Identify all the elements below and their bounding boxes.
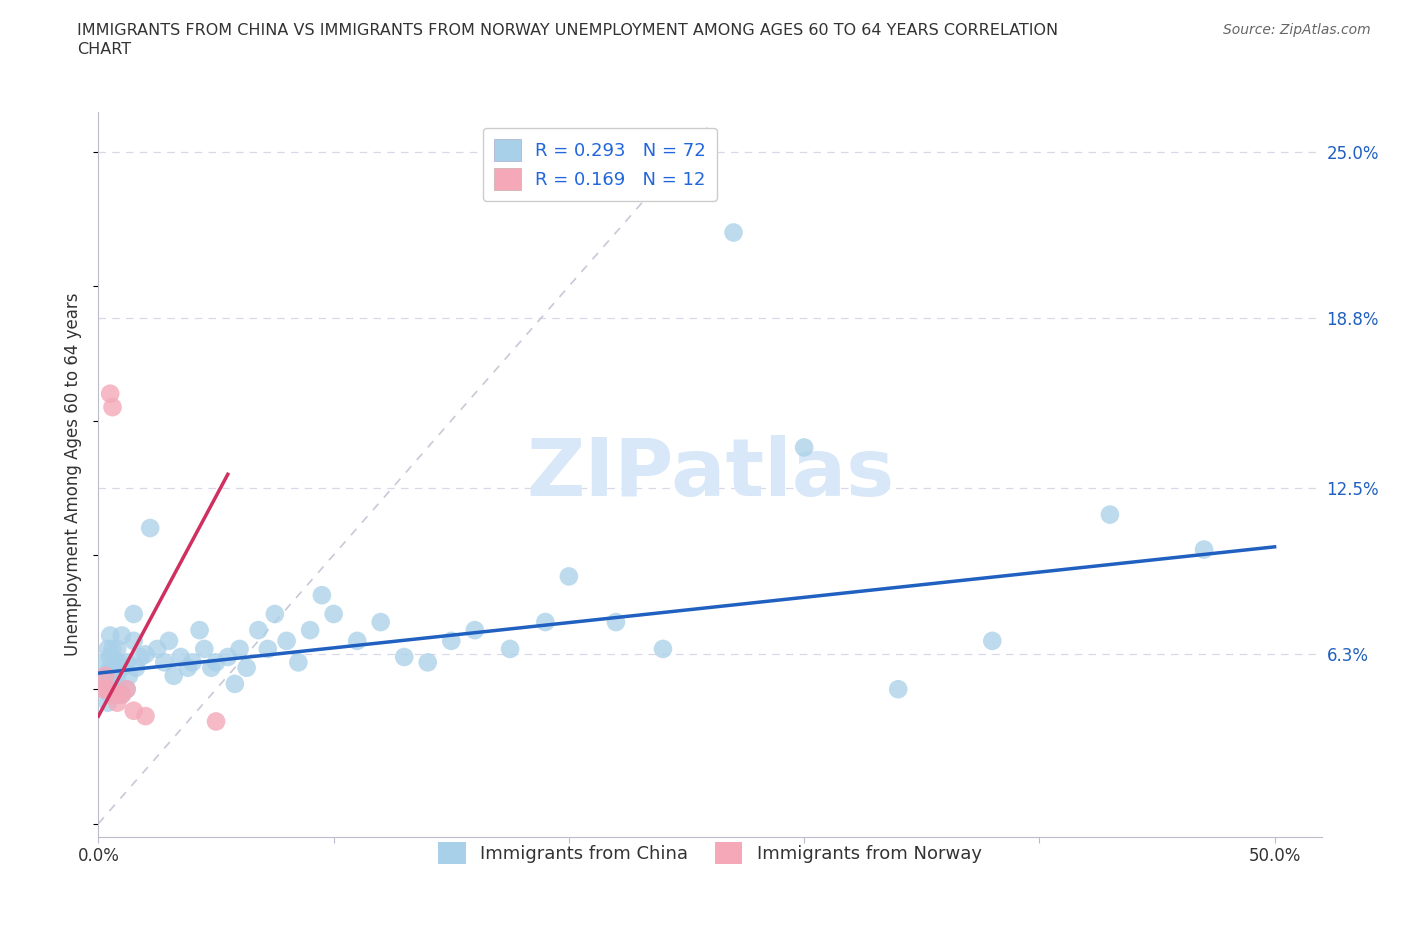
- Point: [139, 521, 162, 536]
- Point: [111, 660, 134, 675]
- Point: [200, 660, 222, 675]
- Point: [125, 660, 148, 675]
- Point: [205, 655, 228, 670]
- Point: [122, 633, 145, 648]
- Point: [94, 669, 117, 684]
- Point: [111, 687, 134, 702]
- Point: [134, 647, 156, 662]
- Point: [1098, 507, 1121, 522]
- Point: [105, 669, 128, 684]
- Point: [101, 400, 124, 415]
- Point: [108, 655, 131, 670]
- Point: [104, 687, 127, 702]
- Point: [129, 649, 152, 664]
- Point: [392, 649, 416, 664]
- Point: [287, 655, 309, 670]
- Point: [605, 615, 627, 630]
- Point: [370, 615, 392, 630]
- Point: [464, 623, 486, 638]
- Point: [101, 682, 124, 697]
- Point: [723, 225, 745, 240]
- Point: [558, 569, 581, 584]
- Point: [97, 682, 120, 697]
- Point: [108, 682, 131, 697]
- Point: [134, 709, 156, 724]
- Point: [104, 676, 127, 691]
- Point: [188, 623, 211, 638]
- Point: [981, 633, 1004, 648]
- Point: [91, 682, 114, 697]
- Point: [94, 655, 117, 670]
- Point: [111, 628, 134, 643]
- Point: [122, 703, 145, 718]
- Point: [115, 682, 138, 697]
- Point: [104, 655, 127, 670]
- Point: [224, 676, 246, 691]
- Point: [793, 440, 815, 455]
- Point: [416, 655, 439, 670]
- Point: [111, 687, 134, 702]
- Legend: Immigrants from China, Immigrants from Norway: Immigrants from China, Immigrants from N…: [432, 835, 988, 871]
- Y-axis label: Unemployment Among Ages 60 to 64 years: Unemployment Among Ages 60 to 64 years: [65, 293, 83, 656]
- Point: [205, 714, 228, 729]
- Point: [652, 642, 675, 657]
- Point: [97, 669, 120, 684]
- Point: [98, 386, 121, 401]
- Point: [193, 642, 215, 657]
- Point: [170, 649, 193, 664]
- Point: [94, 669, 117, 684]
- Point: [98, 628, 121, 643]
- Text: ZIPatlas: ZIPatlas: [526, 435, 894, 513]
- Point: [91, 682, 114, 697]
- Point: [118, 669, 141, 684]
- Point: [177, 660, 200, 675]
- Point: [105, 696, 128, 711]
- Point: [887, 682, 910, 697]
- Point: [499, 642, 522, 657]
- Point: [181, 655, 204, 670]
- Point: [101, 660, 124, 675]
- Point: [235, 660, 257, 675]
- Point: [534, 615, 557, 630]
- Point: [98, 687, 121, 702]
- Point: [440, 633, 463, 648]
- Point: [311, 588, 333, 603]
- Text: IMMIGRANTS FROM CHINA VS IMMIGRANTS FROM NORWAY UNEMPLOYMENT AMONG AGES 60 TO 64: IMMIGRANTS FROM CHINA VS IMMIGRANTS FROM…: [77, 23, 1059, 38]
- Point: [299, 623, 322, 638]
- Point: [1192, 542, 1215, 557]
- Point: [256, 642, 278, 657]
- Point: [122, 606, 145, 621]
- Point: [322, 606, 344, 621]
- Point: [276, 633, 298, 648]
- Point: [346, 633, 368, 648]
- Point: [153, 655, 176, 670]
- Point: [228, 642, 250, 657]
- Point: [115, 682, 138, 697]
- Point: [98, 660, 121, 675]
- Point: [97, 696, 120, 711]
- Point: [157, 633, 180, 648]
- Point: [97, 642, 120, 657]
- Point: [217, 649, 239, 664]
- Point: [163, 669, 186, 684]
- Point: [98, 649, 121, 664]
- Text: Source: ZipAtlas.com: Source: ZipAtlas.com: [1223, 23, 1371, 37]
- Point: [105, 642, 128, 657]
- Point: [105, 687, 128, 702]
- Point: [101, 642, 124, 657]
- Point: [263, 606, 285, 621]
- Point: [146, 642, 169, 657]
- Text: CHART: CHART: [77, 42, 131, 57]
- Point: [115, 655, 138, 670]
- Point: [247, 623, 270, 638]
